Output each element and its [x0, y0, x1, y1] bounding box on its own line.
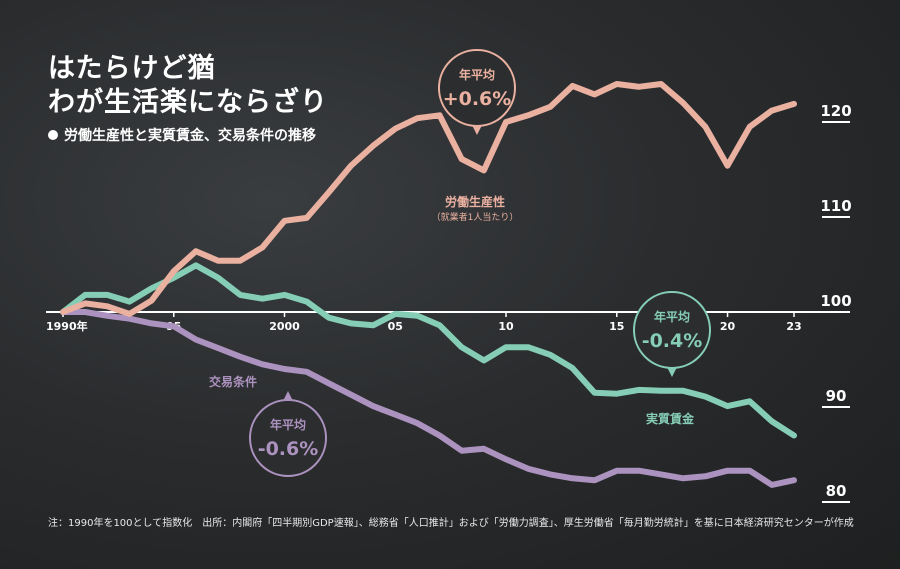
- x-tick-label: 2000: [269, 320, 300, 333]
- bubble-productivity: [438, 49, 516, 127]
- x-tick-label: 10: [498, 320, 514, 333]
- series-label-wage: 実質賃金: [646, 411, 695, 426]
- y-tick-label: 120: [820, 102, 851, 120]
- series-note-productivity: （就業者1人当たり）: [432, 211, 519, 223]
- footnote: 注：1990年を100として指数化 出所：内閣府「四半期別GDP速報」、総務省「…: [48, 518, 854, 529]
- subtitle-text: 労働生産性と実質賃金、交易条件の推移: [64, 128, 316, 144]
- title-line-2: わが生活楽にならざり: [48, 87, 328, 118]
- bubble-label-wage: 年平均: [654, 309, 690, 324]
- y-tick-label: 100: [820, 292, 851, 310]
- y-tick-label: 110: [820, 197, 851, 215]
- x-tick-label: 23: [786, 320, 801, 333]
- bubble-value-terms: -0.6%: [258, 438, 319, 460]
- series-line-wage: [60, 262, 797, 439]
- bubble-value-wage: -0.4%: [642, 330, 703, 352]
- bubble-label-terms: 年平均: [270, 417, 306, 432]
- series-line-productivity: [60, 81, 797, 317]
- x-tick-label: 15: [609, 320, 624, 333]
- x-tick-label: 05: [388, 320, 403, 333]
- bubble-value-productivity: +0.6%: [443, 88, 512, 110]
- y-tick-label: 90: [826, 387, 847, 405]
- bullet-icon: [48, 130, 58, 140]
- title-line-1: はたらけど猶: [48, 53, 216, 84]
- bubble-label-productivity: 年平均: [459, 67, 495, 82]
- chart-subtitle: 労働生産性と実質賃金、交易条件の推移: [48, 125, 316, 145]
- bubble-terms: [249, 399, 327, 477]
- y-tick-label: 80: [826, 482, 847, 500]
- series-line-terms: [60, 309, 797, 488]
- series-label-terms: 交易条件: [209, 374, 257, 389]
- bubble-wage: [633, 291, 711, 369]
- chart-title: はたらけど猶 わが生活楽にならざり: [48, 52, 328, 120]
- x-tick-label: 1990年: [46, 319, 88, 333]
- x-tick-label: 20: [720, 320, 736, 333]
- series-label-productivity: 労働生産性: [445, 194, 505, 209]
